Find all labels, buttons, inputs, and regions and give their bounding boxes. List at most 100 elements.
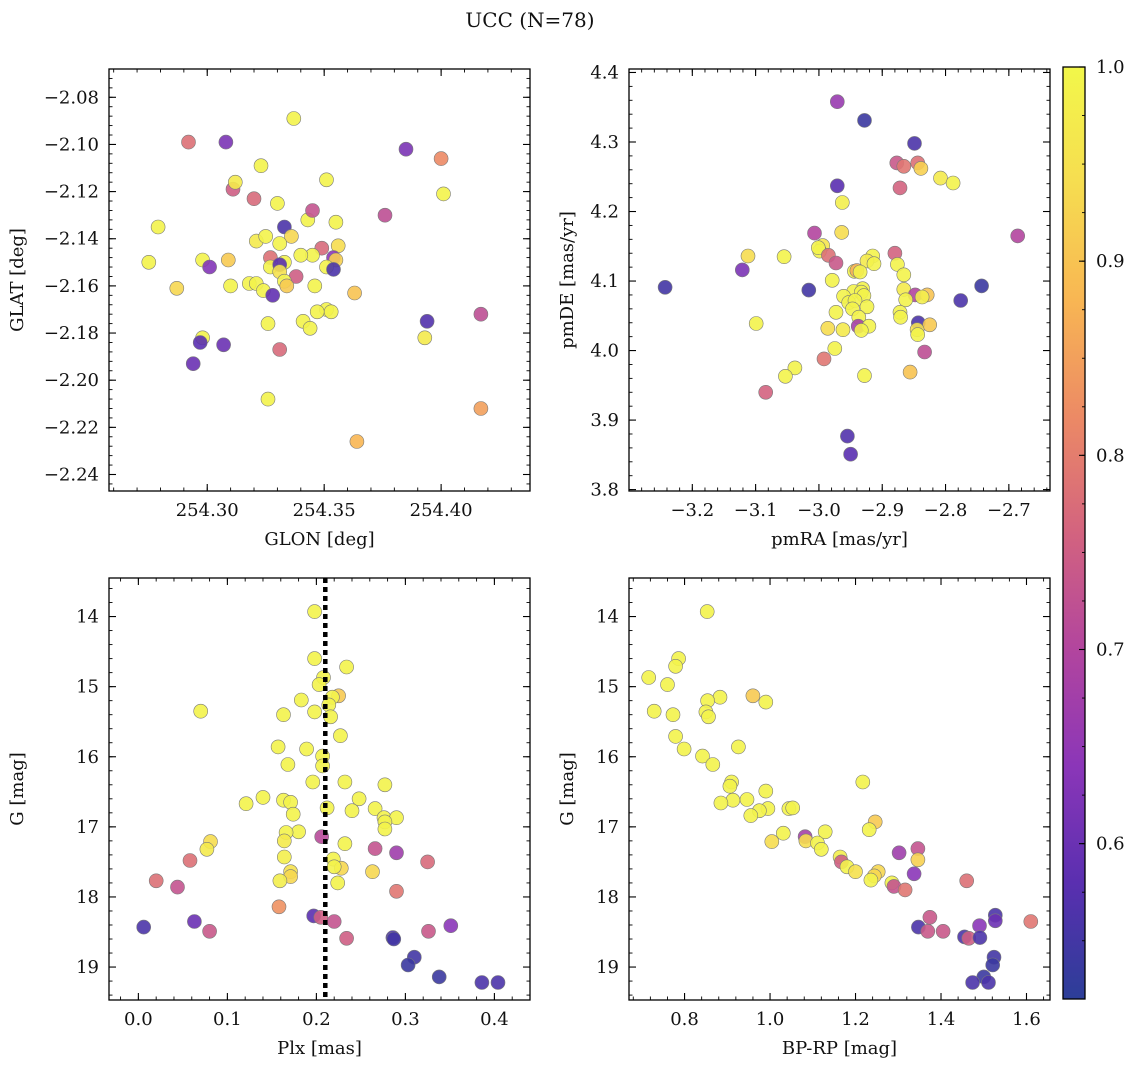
data-point bbox=[866, 256, 882, 272]
panel-plx-g: 0.0 0.1 0.2 0.3 0.4 14 15 16 17 18 19 Plx [mas] G [m… bbox=[7, 577, 531, 1059]
data-point bbox=[307, 704, 322, 720]
data-point bbox=[271, 899, 287, 915]
data-point bbox=[202, 259, 217, 275]
x-axis-label: Plx [mas] bbox=[277, 1038, 362, 1059]
y-axis-label: GLAT [deg] bbox=[7, 228, 28, 332]
data-point bbox=[141, 254, 157, 270]
x-tick-label: 254.40 bbox=[410, 500, 473, 521]
data-point bbox=[169, 280, 185, 296]
x-tick-label: 254.35 bbox=[293, 500, 356, 521]
data-point bbox=[910, 852, 926, 868]
data-point bbox=[272, 873, 288, 889]
data-point bbox=[349, 434, 365, 449]
data-point bbox=[170, 879, 185, 895]
data-point bbox=[386, 931, 402, 947]
data-point bbox=[891, 845, 907, 861]
x-tick-label: 0.0 bbox=[124, 1009, 153, 1030]
figure-title: UCC (N=78) bbox=[465, 8, 594, 32]
data-point bbox=[238, 796, 254, 812]
data-point bbox=[473, 306, 489, 322]
data-point bbox=[377, 821, 393, 837]
data-point bbox=[835, 322, 851, 338]
data-point bbox=[758, 384, 774, 400]
x-tick-label: 0.1 bbox=[213, 1009, 242, 1030]
data-point bbox=[810, 240, 826, 255]
data-point bbox=[319, 172, 334, 188]
colorbar-tick-label: 0.7 bbox=[1096, 640, 1125, 661]
data-point bbox=[260, 316, 276, 331]
y-tick-label: 4.1 bbox=[590, 271, 619, 292]
data-point bbox=[326, 859, 342, 875]
data-point bbox=[981, 975, 996, 990]
data-point bbox=[228, 174, 243, 190]
data-point bbox=[922, 317, 938, 333]
data-point bbox=[778, 368, 793, 384]
y-tick-label: −2.14 bbox=[44, 229, 99, 250]
data-point bbox=[740, 248, 756, 264]
data-point bbox=[270, 196, 285, 211]
data-point bbox=[326, 914, 342, 929]
data-point bbox=[712, 689, 728, 705]
data-point bbox=[813, 841, 829, 857]
y-tick-label: 4.4 bbox=[590, 62, 619, 83]
data-point bbox=[840, 428, 855, 444]
data-point bbox=[907, 136, 922, 151]
data-point bbox=[436, 186, 451, 202]
data-point bbox=[286, 111, 302, 126]
y-tick-label: 4.3 bbox=[590, 132, 619, 153]
data-point bbox=[276, 849, 292, 865]
data-point bbox=[280, 757, 296, 772]
y-tick-label: −2.24 bbox=[44, 464, 99, 485]
colorbar-gradient bbox=[1063, 67, 1085, 999]
x-tick-label: 1.0 bbox=[756, 1009, 785, 1030]
data-point bbox=[351, 791, 367, 807]
data-point bbox=[150, 219, 166, 235]
colorbar-tick-label: 1.0 bbox=[1096, 57, 1125, 78]
x-tick-label: 0.3 bbox=[391, 1009, 420, 1030]
data-point bbox=[326, 262, 341, 277]
data-point bbox=[307, 651, 322, 666]
data-point bbox=[758, 783, 774, 799]
data-point bbox=[307, 278, 323, 294]
colorbar-frame bbox=[1062, 66, 1086, 1000]
data-point bbox=[339, 659, 354, 675]
y-tick-label: 18 bbox=[596, 887, 619, 908]
x-tick-label: 0.4 bbox=[480, 1009, 509, 1030]
data-point bbox=[272, 236, 288, 251]
data-point bbox=[309, 304, 325, 320]
data-point bbox=[743, 808, 759, 823]
data-point bbox=[843, 446, 858, 462]
data-point bbox=[764, 834, 780, 849]
data-point bbox=[745, 688, 761, 704]
data-point bbox=[218, 134, 234, 150]
data-point bbox=[959, 873, 975, 889]
axes-frame bbox=[108, 577, 531, 1001]
data-point bbox=[722, 778, 738, 794]
colorbar-tick-label: 0.6 bbox=[1096, 834, 1125, 855]
data-point bbox=[270, 739, 286, 755]
data-point bbox=[202, 923, 217, 939]
x-tick-label: 0.8 bbox=[670, 1009, 699, 1030]
data-point bbox=[185, 356, 201, 372]
axes-frame bbox=[628, 68, 1051, 492]
y-tick-label: 17 bbox=[596, 817, 619, 838]
data-point bbox=[305, 203, 320, 218]
data-point bbox=[272, 342, 288, 357]
data-point bbox=[922, 909, 938, 925]
data-point bbox=[852, 264, 868, 280]
data-point bbox=[701, 709, 716, 725]
data-point bbox=[365, 864, 380, 880]
data-point bbox=[276, 833, 292, 849]
data-point bbox=[972, 930, 988, 945]
data-point bbox=[255, 790, 271, 805]
data-point bbox=[892, 180, 908, 196]
data-point bbox=[725, 792, 741, 808]
data-point bbox=[299, 741, 314, 757]
points-plx-g bbox=[136, 604, 506, 990]
data-point bbox=[853, 323, 869, 338]
data-point bbox=[920, 923, 936, 939]
data-point bbox=[731, 739, 746, 755]
data-point bbox=[221, 252, 236, 268]
y-tick-label: 19 bbox=[76, 957, 99, 978]
